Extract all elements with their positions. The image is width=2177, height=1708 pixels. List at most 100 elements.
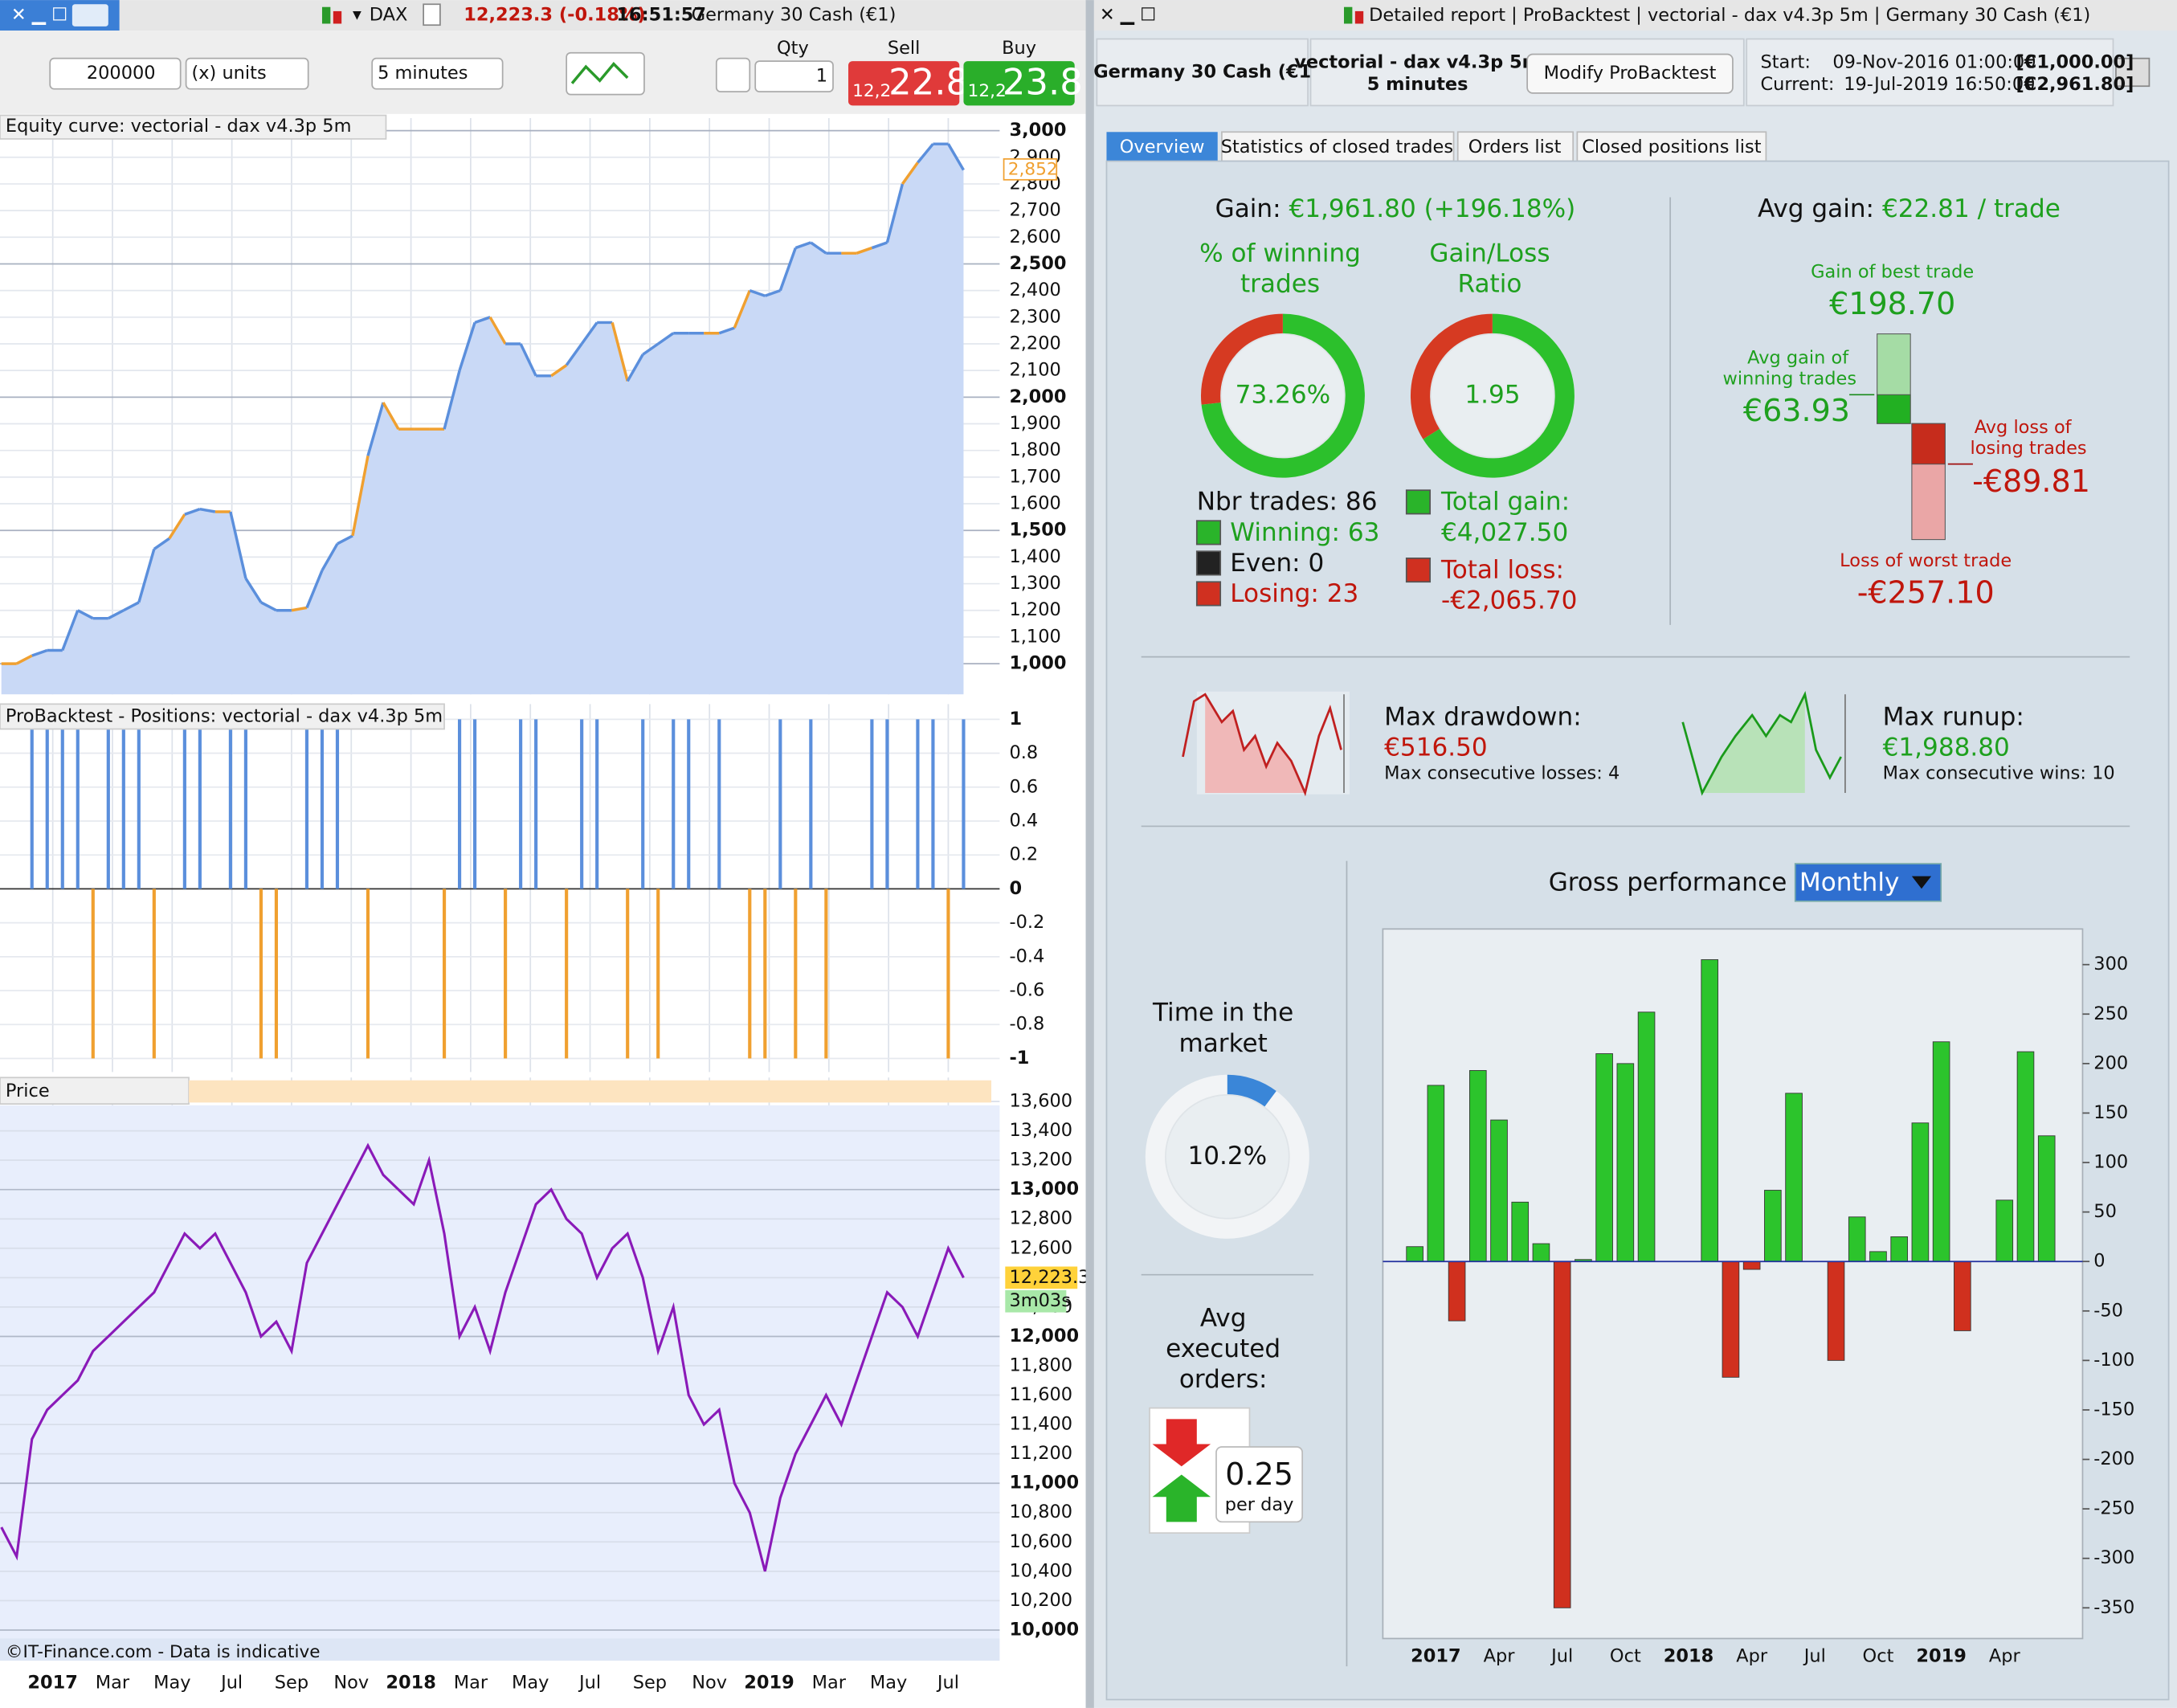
y-tick-label: -0.8: [1009, 1014, 1044, 1035]
donut-center: [1166, 1095, 1289, 1218]
select-arrow: [1911, 876, 1932, 889]
y-tick-label: 10,200: [1009, 1590, 1072, 1611]
y-tick-label: 1,800: [1009, 439, 1060, 460]
donut-rest: [1145, 1074, 1309, 1239]
splitter[interactable]: [1085, 0, 1094, 1708]
position-bar: [748, 889, 752, 1059]
position-bar: [565, 889, 569, 1059]
avg-loss-label: losing trades: [1971, 438, 2087, 459]
period-select[interactable]: [1794, 863, 1942, 902]
quantity-input[interactable]: [49, 57, 182, 90]
header-cell: [1096, 38, 1309, 107]
equity-title: Equity curve: vectorial - dax v4.3p 5m: [6, 116, 352, 137]
sell-price: 22.8: [888, 61, 969, 104]
units-select[interactable]: [185, 57, 309, 90]
tab-label: Orders list: [1468, 137, 1562, 157]
bar: [1616, 1063, 1635, 1262]
x-tick-label: Nov: [333, 1672, 369, 1693]
print-icon[interactable]: [2115, 57, 2150, 88]
qty-input[interactable]: [754, 60, 834, 93]
equity-segment: [474, 316, 491, 325]
position-bar: [457, 719, 462, 889]
position-bar: [794, 889, 798, 1059]
dropdown-arrow[interactable]: ▾: [353, 5, 361, 25]
x-tick-label: Apr: [1484, 1645, 1516, 1666]
y-tick-label: 1,100: [1009, 626, 1060, 647]
buy-button[interactable]: [963, 61, 1075, 106]
time-title: market: [1178, 1029, 1267, 1058]
y-tick-label: 11,400: [1009, 1414, 1072, 1435]
total-gain: €4,027.50: [1441, 518, 1568, 547]
y-tick-label: 0: [1009, 878, 1022, 899]
bar: [1532, 1243, 1550, 1262]
x-tick-label: 2017: [1411, 1645, 1461, 1666]
y-tick-label: 10,600: [1009, 1531, 1072, 1552]
runup-label: Max runup:: [1883, 703, 2024, 732]
symbol: DAX: [370, 5, 408, 26]
position-bar: [320, 719, 325, 889]
strategy: vectorial - dax v4.3p 5m: [1294, 51, 1541, 72]
position-bar: [30, 719, 34, 889]
orders-value: 0.25: [1225, 1457, 1293, 1492]
x-tick-label: Mar: [96, 1672, 130, 1693]
y-tick-label: -150: [2093, 1399, 2134, 1420]
y-tick-label: -350: [2093, 1597, 2134, 1618]
volume-strip: [0, 1638, 1000, 1661]
position-bar: [946, 889, 950, 1059]
window-controls[interactable]: ✕ ▁ ☐: [1100, 5, 1156, 26]
info-icon[interactable]: [423, 3, 441, 27]
y-tick-label: 11,200: [1009, 1443, 1072, 1464]
tab[interactable]: [1221, 131, 1455, 162]
candle-icon: [1354, 10, 1364, 24]
bar: [1595, 1053, 1613, 1262]
y-tick-label: 0.8: [1009, 742, 1038, 763]
y-tick-label: 2,400: [1009, 280, 1060, 300]
bar: [1742, 1261, 1761, 1270]
position-bar: [366, 889, 370, 1059]
tab-label: Statistics of closed trades: [1221, 137, 1453, 157]
x-tick-label: 2019: [1916, 1645, 1967, 1666]
y-tick-label: 1,700: [1009, 466, 1060, 487]
close-icon[interactable]: ✕ ▁ ☐: [11, 5, 67, 26]
losing-count: Losing: 23: [1230, 579, 1358, 608]
y-tick-label: 300: [2093, 954, 2128, 975]
sell-button[interactable]: [848, 61, 960, 106]
y-tick-label: 11,800: [1009, 1355, 1072, 1375]
title-bar: [1093, 0, 2177, 31]
y-tick-label: -0.6: [1009, 980, 1044, 1001]
position-bar: [243, 719, 247, 889]
indicator-icon: [570, 62, 629, 84]
y-tick-label: 12,600: [1009, 1237, 1072, 1258]
start-label: Start:: [1761, 51, 1811, 72]
position-bar: [91, 889, 95, 1059]
start-capital: [€1,000.00]: [2016, 51, 2134, 72]
y-tick-label: 3,000: [1009, 120, 1066, 141]
drawdown-note: Max consecutive losses: 4: [1384, 762, 1619, 783]
current-date: 19-Jul-2019 16:50:00: [1844, 74, 2035, 95]
y-tick-label: -50: [2093, 1300, 2123, 1321]
position-bar: [778, 719, 782, 889]
position-bar: [274, 889, 279, 1059]
modify-button[interactable]: [1526, 53, 1734, 94]
gain: Gain: €1,961.80 (+196.18%): [1215, 194, 1576, 223]
y-tick-label: 13,600: [1009, 1091, 1072, 1112]
wrench-button[interactable]: [715, 57, 751, 93]
timeframe-select[interactable]: [371, 57, 504, 90]
winning-title: % of winning: [1199, 239, 1361, 268]
keyboard-icon[interactable]: [71, 4, 108, 27]
bar: [1637, 1011, 1656, 1262]
y-tick-label: -0.2: [1009, 912, 1044, 933]
tab[interactable]: [1576, 131, 1767, 162]
position-bar: [885, 719, 889, 889]
tab-active[interactable]: [1106, 132, 1218, 161]
equity-segment: [901, 161, 919, 185]
price: 12,223.3 (-0.18%): [464, 5, 645, 26]
y-tick-label: 1,300: [1009, 573, 1060, 594]
y-tick-label: 150: [2093, 1102, 2128, 1123]
drawdown-label: Max drawdown:: [1384, 703, 1582, 732]
window-title: Detailed report | ProBacktest | vectoria…: [1369, 5, 2090, 26]
y-tick-label: 2,600: [1009, 227, 1060, 247]
bar: [1448, 1261, 1466, 1322]
equity-segment: [382, 402, 400, 431]
equity-segment: [458, 321, 476, 371]
